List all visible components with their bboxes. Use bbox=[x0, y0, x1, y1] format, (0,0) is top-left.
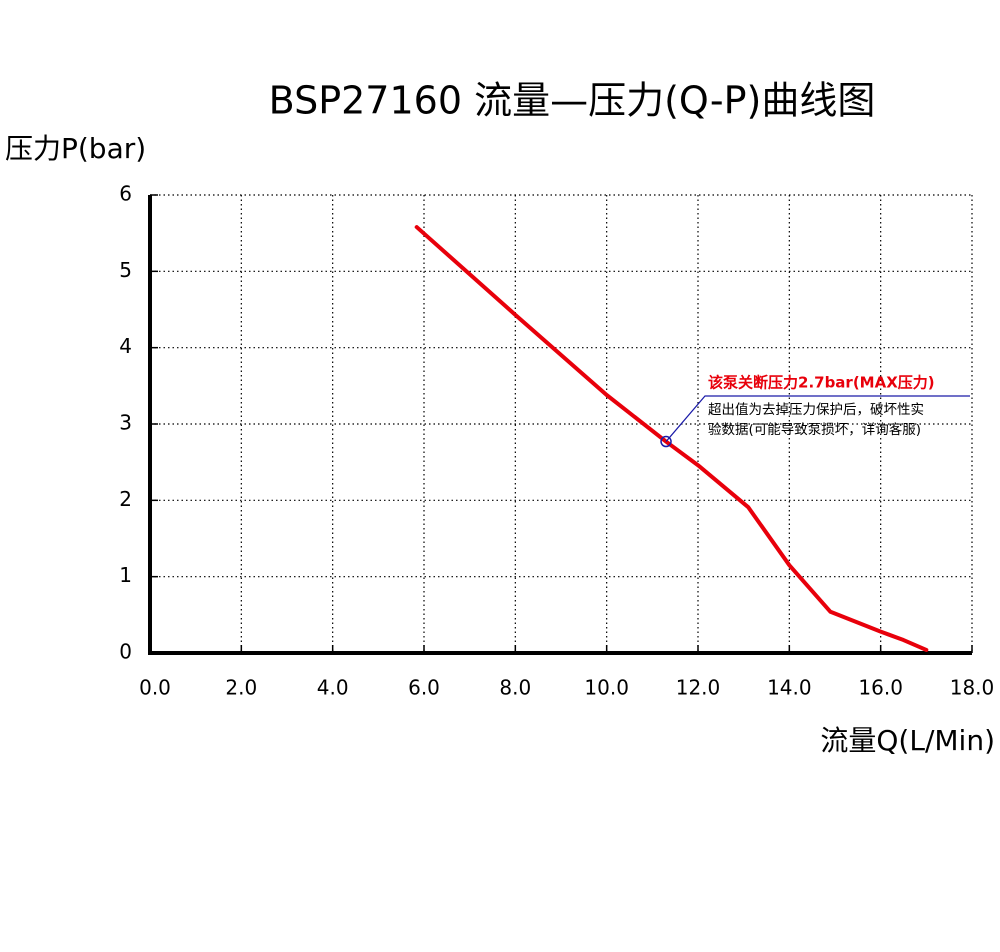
x-tick-label: 6.0 bbox=[408, 676, 440, 700]
x-tick-label: 16.0 bbox=[858, 676, 903, 700]
x-tick-label: 4.0 bbox=[317, 676, 349, 700]
y-tick-label: 0 bbox=[119, 640, 132, 664]
annotation-marker bbox=[660, 435, 672, 448]
y-tick-label: 3 bbox=[119, 411, 132, 435]
x-tick-label: 2.0 bbox=[225, 676, 257, 700]
y-tick-label: 2 bbox=[119, 487, 132, 511]
annotation-leader bbox=[665, 395, 970, 442]
y-tick-label: 4 bbox=[119, 334, 132, 358]
annotation-text: 验数据(可能导致泵损坏，详询客服) bbox=[708, 421, 921, 438]
y-tick-label: 1 bbox=[119, 563, 132, 587]
x-axis-label: 流量Q(L/Min) bbox=[820, 724, 995, 757]
x-tick-label: 14.0 bbox=[767, 676, 812, 700]
x-tick-label: 18.0 bbox=[950, 676, 995, 700]
annotation-text: 超出值为去掉压力保护后，破坏性实 bbox=[708, 402, 924, 418]
chart-title: BSP27160 流量—压力(Q-P)曲线图 bbox=[269, 79, 876, 123]
y-tick-label: 6 bbox=[119, 182, 132, 206]
x-tick-label: 12.0 bbox=[676, 676, 721, 700]
x-tick-label: 8.0 bbox=[499, 676, 531, 700]
line-series bbox=[414, 225, 929, 652]
annotation-title: 该泵关断压力2.7bar(MAX压力) bbox=[708, 374, 935, 392]
y-tick-label: 5 bbox=[119, 258, 132, 282]
y-axis-label: 压力P(bar) bbox=[5, 132, 146, 165]
x-tick-label: 10.0 bbox=[584, 676, 629, 700]
x-tick-label: 0.0 bbox=[139, 676, 171, 700]
